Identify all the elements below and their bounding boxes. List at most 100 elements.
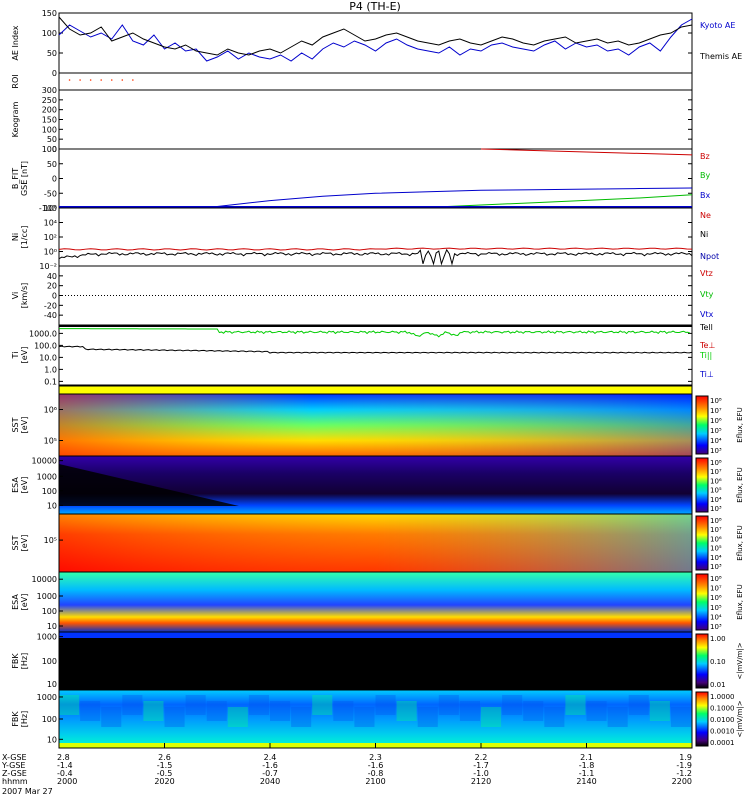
ytick-label-2-6: 300: [42, 86, 57, 95]
colorbar-tick-2-4: 10⁴: [710, 554, 722, 562]
ytick-label-2-3: 150: [42, 116, 57, 125]
ytick-label-4-4: 10⁶: [44, 204, 57, 213]
y-axis-label-4: Ni [1/cc]: [11, 226, 29, 249]
colorbar-tick-4-2: 0.01: [710, 681, 726, 689]
xtick-hhmm-1: 2020: [154, 777, 174, 786]
ytick-label-4-1: 10⁰: [44, 248, 57, 257]
roi-panel: [58, 72, 693, 91]
ytick-label-4-3: 10⁴: [44, 219, 57, 228]
ytick-label-0-2: 100: [42, 29, 57, 38]
ae-line-1: [58, 16, 693, 56]
ytick-label-3-2: 0: [52, 175, 57, 184]
y-axis-label-9: SST [eV]: [11, 535, 29, 552]
ylabel-text-12: FBK: [11, 711, 20, 727]
spec-ytick-label-3-2: 1000: [37, 592, 57, 601]
xtick-row2-6: -1.9: [676, 761, 692, 770]
xtick-row2-2: -1.6: [262, 761, 278, 770]
roi-dot-5: [121, 79, 124, 81]
colorbar-tick-3-1: 10⁷: [710, 585, 722, 593]
colorbar-tick-5-4: 0.0001: [710, 739, 735, 747]
legend-ne: Ne: [700, 211, 711, 220]
yunit-text-8: [eV]: [20, 477, 29, 494]
fbk2-block-3: [122, 695, 143, 715]
colorbar-tick-5-0: 1.0000: [710, 693, 735, 701]
ytick-label-6-0: 0.1: [44, 377, 57, 386]
spec-ytick-label-5-0: 10: [47, 735, 57, 744]
legend-tipar: Ti||: [699, 351, 712, 360]
ti-panel: [58, 324, 693, 386]
fbk2-block-15: [375, 695, 396, 715]
xtick-row1-1: 2.6: [158, 753, 171, 762]
bfit-line-0: [480, 148, 693, 156]
x-date: 2007 Mar 27: [2, 787, 53, 796]
spectrogram-2-overlay: [59, 514, 692, 572]
fbk2-block-18: [438, 695, 459, 715]
yellow-band: [59, 386, 692, 394]
ti-par-line: [58, 328, 691, 338]
fbk2-block-17: [417, 707, 438, 727]
ylabel-text-11: FBK: [11, 653, 20, 669]
colorbar-tick-3-0: 10⁸: [710, 575, 722, 583]
roi-dot-0: [68, 79, 71, 81]
colorbar-tick-2-1: 10⁷: [710, 526, 722, 534]
ylabel-text-0: AE Index: [11, 25, 20, 60]
xtick-row1-6: 1.9: [679, 753, 692, 762]
fbk2-block-7: [206, 701, 227, 721]
spec-ytick-label-5-1: 100: [42, 715, 57, 724]
y-axis-label-10: ESA [eV]: [11, 594, 29, 611]
colorbar-tick-4-1: 0.10: [710, 658, 726, 666]
fbk2-block-21: [502, 695, 523, 715]
colorbar-tick-0-0: 10⁸: [710, 397, 722, 405]
y-axis-label-5: Vi [km/s]: [11, 283, 29, 309]
xrow-label-1: Y-GSE: [1, 761, 25, 770]
spec-ytick-label-1-1: 100: [42, 487, 57, 496]
xtick-hhmm-5: 2140: [576, 777, 596, 786]
colorbar-tick-2-3: 10⁵: [710, 545, 722, 553]
fbk2-block-0: [59, 695, 80, 715]
fbk2-block-25: [586, 701, 607, 721]
colorbar-tick-1-1: 10⁷: [710, 468, 722, 476]
colorbar-tick-0-4: 10⁴: [710, 437, 722, 445]
spec-ytick-label-3-0: 10: [47, 622, 57, 631]
colorbar-label-5: <|mV/m|>: [736, 700, 744, 737]
fbk2-block-20: [481, 707, 502, 727]
plot-title: P4 (TH-E): [349, 0, 401, 13]
ytick-label-4-2: 10²: [44, 233, 57, 242]
colorbar-3: [695, 573, 709, 631]
legend-ni: Ni: [700, 230, 708, 239]
colorbar-label-0: Eflux, EFU: [736, 407, 744, 442]
y-axis-label-3: B_FIT GSE [nT]: [11, 161, 29, 196]
fbk2-block-9: [248, 695, 269, 715]
colorbar-tick-1-4: 10⁴: [710, 496, 722, 504]
y-axis-label-8: ESA [eV]: [11, 477, 29, 494]
ytick-label-2-1: 50: [47, 135, 57, 144]
spec-ytick-label-4-1: 100: [42, 657, 57, 666]
spec-ytick-label-2-0: 10⁵: [44, 536, 57, 545]
ytick-label-2-2: 100: [42, 125, 57, 134]
legend-bx: Bx: [700, 191, 710, 200]
ytick-label-2-0: 0: [52, 145, 57, 154]
xtick-hhmm-2: 2040: [260, 777, 280, 786]
fbk2-block-16: [396, 701, 417, 721]
xtick-row2-5: -1.8: [579, 761, 595, 770]
y-axis-label-1: ROI: [11, 74, 20, 88]
ytick-label-6-1: 1.0: [44, 365, 57, 374]
ni-panel: [58, 207, 693, 267]
colorbar-label-text-4: <|mV/m|>: [736, 642, 744, 679]
xtick-row2-0: -1.4: [57, 761, 73, 770]
ylabel-text-6: Ti: [11, 352, 20, 360]
xtick-row2-3: -1.6: [368, 761, 384, 770]
ylabel-text-7: SST: [11, 417, 20, 432]
spec-ytick-label-4-0: 10: [47, 680, 57, 689]
spec-ytick-label-5-2: 1000: [37, 693, 57, 702]
ylabel-text-10: ESA: [11, 594, 20, 610]
fbk2-block-22: [523, 701, 544, 721]
roi-dot-6: [132, 79, 134, 81]
ytick-label-6-2: 10.0: [39, 353, 57, 362]
colorbar-tick-0-2: 10⁶: [710, 417, 722, 425]
colorbar-label-4: <|mV/m|>: [736, 642, 744, 679]
colorbar-tick-5-2: 0.0100: [710, 716, 735, 724]
colorbar-tick-3-3: 10⁵: [710, 604, 722, 612]
